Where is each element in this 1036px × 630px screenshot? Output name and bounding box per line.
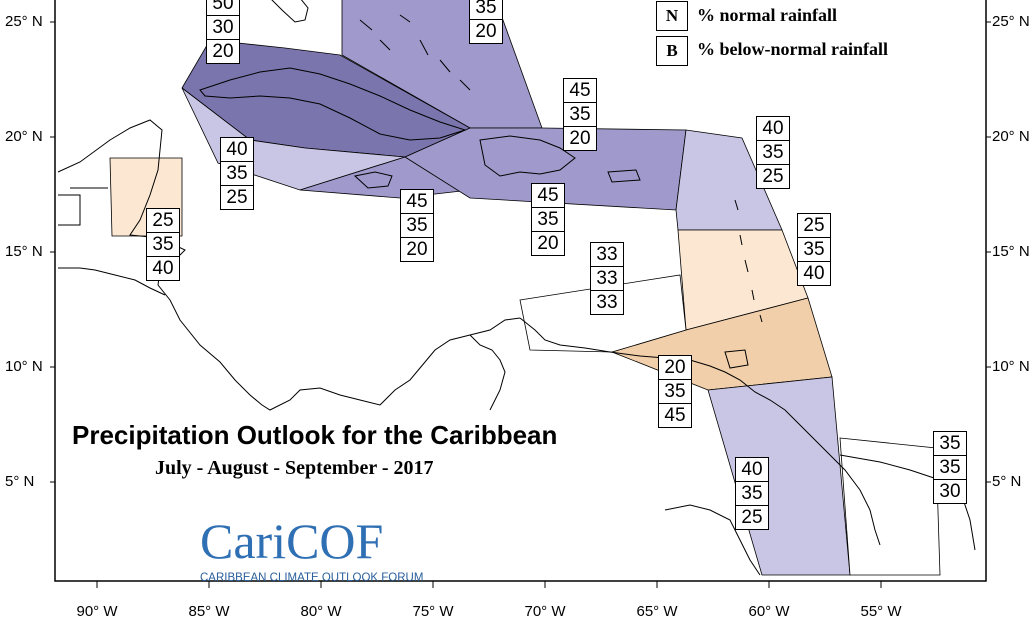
lat-label-25n-right: 25° N [992,13,1030,30]
zone-box-belize: 25 35 40 [146,208,180,281]
legend-key-normal: N [656,1,688,31]
prob-above: 50 [207,0,239,16]
prob-below: 25 [762,166,784,187]
prob-normal: 35 [147,233,179,257]
logo-tagline: CARIBBEAN CLIMATE OUTLOOK FORUM [200,572,424,584]
zone-box-suriname: 35 35 30 [933,431,967,504]
zone-box-guyana: 40 35 25 [735,457,769,530]
lat-label-20n-right: 20° N [992,128,1030,145]
prob-above: 20 [659,356,691,380]
prob-below: 25 [226,187,248,208]
prob-below: 40 [152,258,174,279]
logo-wordmark: CariCOF [200,513,384,569]
zone-box-puerto-rico: 45 35 20 [563,78,597,151]
lat-label-5n-left: 5° N [5,473,35,490]
lon-label-65w: 65° W [636,603,678,620]
prob-below: 33 [596,292,618,313]
map-subtitle: July - August - September - 2017 [155,457,434,479]
prob-below: 30 [939,481,961,502]
prob-above: 45 [564,79,596,103]
prob-below: 20 [475,21,497,42]
map-title: Precipitation Outlook for the Caribbean [72,420,558,450]
lon-label-90w: 90° W [76,603,118,620]
legend-label-normal: % normal rainfall [697,5,837,25]
prob-below: 45 [664,405,686,426]
prob-normal: 35 [934,456,966,480]
lat-label-15n-right: 15° N [992,243,1030,260]
legend-label-below-normal: % below-normal rainfall [697,39,888,59]
prob-normal: 35 [401,214,433,238]
zone-suriname [839,437,941,576]
prob-normal: 35 [221,162,253,186]
zone-box-cuba: 50 30 20 [206,0,240,64]
prob-below: 25 [741,507,763,528]
lat-label-15n-left: 15° N [5,243,43,260]
zone-box-trinidad: 20 35 45 [658,355,692,428]
legend-key-below-normal: B [656,36,688,66]
prob-below: 20 [212,41,234,62]
lon-label-70w: 70° W [524,603,566,620]
zone-box-leeward: 40 35 25 [756,116,790,189]
lon-label-85w: 85° W [188,603,230,620]
prob-below: 20 [569,128,591,149]
prob-normal: 35 [757,141,789,165]
prob-above: 40 [221,138,253,162]
prob-above: 25 [798,214,830,238]
zone-box-bahamas: 35 20 [469,0,503,44]
prob-above: 40 [736,458,768,482]
latitude-ticks [50,21,991,483]
prob-above: 40 [757,117,789,141]
prob-above: 25 [147,209,179,233]
prob-below: 20 [537,233,559,254]
zone-box-cayman: 40 35 25 [220,137,254,210]
lat-label-25n-left: 25° N [5,13,43,30]
prob-above: 45 [532,184,564,208]
caricof-logo: CariCOF CARIBBEAN CLIMATE OUTLOOK FORUM [200,512,423,584]
prob-normal: 35 [659,380,691,404]
lon-label-75w: 75° W [412,603,454,620]
prob-normal: 33 [591,267,623,291]
longitude-ticks [96,581,882,588]
lon-label-80w: 80° W [300,603,342,620]
prob-below: 20 [406,239,428,260]
prob-above: 33 [591,243,623,267]
lat-label-20n-left: 20° N [5,128,43,145]
prob-normal: 35 [470,0,502,20]
zone-box-abc: 33 33 33 [590,242,624,315]
zone-box-hispaniola: 45 35 20 [531,183,565,256]
prob-normal: 35 [532,208,564,232]
prob-above: 45 [401,190,433,214]
zone-box-windward: 25 35 40 [797,213,831,286]
prob-normal: 35 [798,238,830,262]
lon-label-60w: 60° W [748,603,790,620]
lat-label-10n-left: 10° N [5,358,43,375]
lat-label-10n-right: 10° N [992,358,1030,375]
lon-label-55w: 55° W [860,603,902,620]
prob-below: 40 [803,263,825,284]
lat-label-5n-right: 5° N [992,473,1022,490]
prob-above: 35 [934,432,966,456]
prob-normal: 35 [736,482,768,506]
zone-box-jamaica: 45 35 20 [400,189,434,262]
prob-normal: 35 [564,103,596,127]
prob-normal: 30 [207,16,239,40]
